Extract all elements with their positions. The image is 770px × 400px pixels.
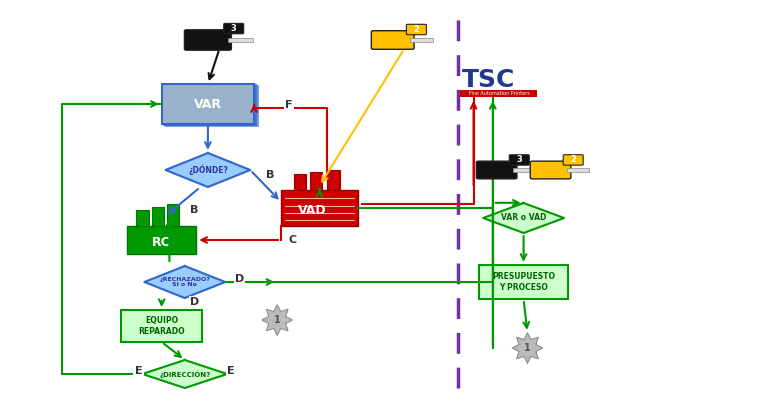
Text: Fine Automation Printers: Fine Automation Printers: [469, 91, 529, 96]
Text: 1: 1: [274, 315, 280, 325]
Text: 2: 2: [571, 156, 576, 164]
FancyBboxPatch shape: [152, 207, 164, 226]
FancyBboxPatch shape: [162, 84, 254, 124]
FancyBboxPatch shape: [531, 161, 571, 179]
Text: VAR o VAD: VAR o VAD: [501, 214, 546, 222]
FancyBboxPatch shape: [166, 86, 258, 126]
Text: C: C: [289, 235, 297, 245]
FancyBboxPatch shape: [228, 38, 253, 42]
FancyBboxPatch shape: [410, 38, 433, 42]
Text: RC: RC: [152, 236, 171, 248]
FancyBboxPatch shape: [164, 85, 256, 125]
Polygon shape: [512, 333, 543, 363]
FancyBboxPatch shape: [136, 210, 149, 226]
Text: 3: 3: [517, 156, 522, 164]
FancyBboxPatch shape: [122, 310, 202, 342]
Text: PRESUPUESTO
Y PROCESO: PRESUPUESTO Y PROCESO: [492, 272, 555, 292]
Polygon shape: [145, 266, 225, 298]
Text: D: D: [235, 274, 244, 284]
Text: D: D: [190, 297, 199, 307]
Text: ¿DIRECCIÓN?: ¿DIRECCIÓN?: [159, 370, 210, 378]
FancyBboxPatch shape: [281, 190, 358, 226]
FancyBboxPatch shape: [371, 31, 414, 49]
FancyBboxPatch shape: [509, 155, 529, 165]
Text: B: B: [266, 170, 274, 180]
Polygon shape: [262, 305, 293, 335]
Text: TSC: TSC: [462, 68, 515, 92]
FancyBboxPatch shape: [167, 204, 179, 226]
Text: VAD: VAD: [297, 204, 326, 216]
Text: E: E: [227, 366, 235, 376]
Text: B: B: [190, 205, 199, 215]
Text: E: E: [135, 366, 142, 376]
Polygon shape: [484, 203, 564, 233]
Text: 2: 2: [413, 25, 420, 34]
FancyBboxPatch shape: [563, 155, 583, 165]
FancyBboxPatch shape: [327, 170, 340, 190]
FancyBboxPatch shape: [185, 30, 231, 50]
Text: F: F: [285, 100, 293, 110]
FancyBboxPatch shape: [294, 174, 306, 190]
Text: 3: 3: [231, 24, 236, 33]
Text: ¿RECHAZADO?
Si o No: ¿RECHAZADO? Si o No: [159, 277, 210, 287]
FancyBboxPatch shape: [127, 226, 196, 254]
Polygon shape: [142, 360, 227, 388]
FancyBboxPatch shape: [460, 90, 537, 97]
Text: ¿DÓNDE?: ¿DÓNDE?: [188, 165, 228, 175]
Text: 1: 1: [524, 343, 531, 353]
FancyBboxPatch shape: [513, 168, 534, 172]
FancyBboxPatch shape: [479, 265, 568, 299]
FancyBboxPatch shape: [407, 24, 427, 35]
FancyBboxPatch shape: [477, 161, 517, 179]
FancyBboxPatch shape: [310, 172, 322, 190]
FancyBboxPatch shape: [567, 168, 588, 172]
Polygon shape: [166, 153, 250, 187]
Text: EQUIPO
REPARADO: EQUIPO REPARADO: [139, 316, 185, 336]
FancyBboxPatch shape: [224, 23, 244, 34]
Text: VAR: VAR: [194, 98, 222, 110]
